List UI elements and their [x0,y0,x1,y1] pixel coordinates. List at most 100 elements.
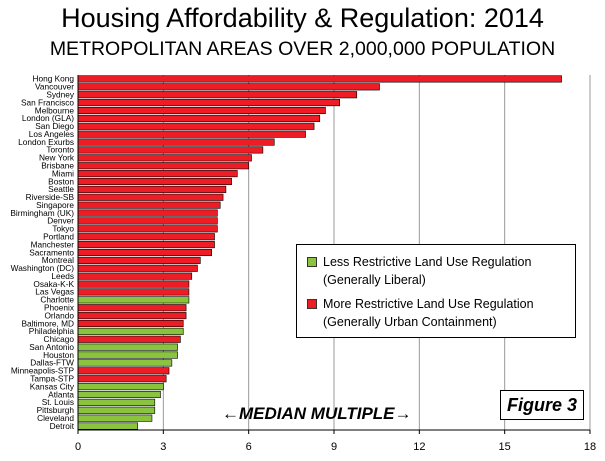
bar [77,241,215,249]
bar [77,106,326,115]
bar [77,193,224,201]
bar [77,335,181,343]
bar [77,162,249,170]
bar [77,256,201,264]
category-label: Kansas City [30,381,75,391]
x-tick-label: 18 [584,441,596,453]
bar [77,351,178,359]
category-label: Baltimore, MD [21,318,74,328]
bar [77,367,170,375]
bar [77,375,167,383]
category-label: Denver [47,216,74,226]
category-label: Singapore [36,200,74,210]
category-label: Detroit [50,421,75,431]
category-label: Phoenix [44,303,75,313]
category-label: Osaka-K-K [33,279,74,289]
category-label: Chicago [44,334,75,344]
bar [77,217,218,225]
legend-swatch-red [307,299,317,309]
bar [77,138,275,146]
category-label: Philadelphia [29,326,75,336]
category-label: St. Louis [42,397,74,407]
x-tick-label: 12 [413,441,425,453]
bar [77,319,184,328]
legend-label-more-restrictive: More Restrictive Land Use Regulation [323,297,534,311]
bar [77,296,190,304]
bar [77,177,232,186]
x-tick-label: 3 [160,441,166,453]
figure-label: Figure 3 [500,390,584,420]
bar [77,225,218,233]
legend: Less Restrictive Land Use Regulation (Ge… [296,244,576,338]
category-label: London (GLA) [22,113,74,123]
category-label: Boston [48,176,74,186]
bar [77,91,358,99]
category-label: Miami [52,168,74,178]
bar [77,209,218,217]
category-label: Pittsburgh [37,405,75,415]
bar [77,383,164,391]
bar [77,83,380,91]
bar [77,414,153,422]
bar [77,233,215,241]
x-tick-label: 6 [246,441,252,453]
legend-item-more-restrictive: More Restrictive Land Use Regulation (Ge… [307,295,534,331]
category-label: Leeds [51,271,74,281]
category-label: New York [39,153,75,163]
category-label: Charlotte [40,295,74,305]
bar [77,343,178,351]
x-axis-annotation: ←MEDIAN MULTIPLE→ [222,404,412,423]
category-label: Seattle [48,184,74,194]
category-label: Sydney [46,90,75,100]
bar [77,154,252,162]
bar [77,75,562,83]
bar [77,264,198,272]
category-label: Tampa-STP [30,374,74,384]
category-label: Riverside-SB [26,192,75,202]
category-label: Orlando [44,310,74,320]
bar [77,201,221,209]
bar [77,122,315,130]
category-label: Cleveland [37,413,74,423]
x-tick-label: 15 [499,441,511,453]
bar [77,390,161,399]
legend-item-less-restrictive: Less Restrictive Land Use Regulation (Ge… [307,253,531,289]
legend-swatch-green [307,257,317,267]
legend-sublabel-liberal: (Generally Liberal) [323,273,426,287]
x-tick-label: 0 [75,441,81,453]
bar [77,248,212,257]
category-label: Hong Kong [32,74,74,84]
category-label: Los Angeles [29,129,74,139]
bar [77,280,190,288]
category-label: Sacramento [29,247,74,257]
legend-label-less-restrictive: Less Restrictive Land Use Regulation [323,255,532,269]
bar [77,422,139,430]
bar [77,288,190,296]
category-label: Portland [43,232,74,242]
bar [77,146,264,154]
chart-title: Housing Affordability & Regulation: 2014 [61,3,544,33]
category-label: Tokyo [52,224,74,234]
category-label: Washington (DC) [11,263,75,273]
bar [77,170,238,178]
bar [77,312,187,320]
legend-sublabel-urban-containment: (Generally Urban Containment) [323,315,497,329]
category-label: Toronto [46,145,74,155]
category-label: Las Vegas [35,287,74,297]
bar [77,359,173,367]
bar [77,99,340,107]
category-label: Brisbane [41,161,74,171]
category-label: San Diego [35,121,74,131]
bar [77,185,227,193]
chart-subtitle: METROPOLITAN AREAS OVER 2,000,000 POPULA… [49,38,556,60]
bar [77,272,193,280]
x-tick-label: 9 [331,441,337,453]
category-label: San Antonio [29,342,74,352]
category-label: Atlanta [48,389,74,399]
category-label: Manchester [31,239,75,249]
category-label: Melbourne [35,105,75,115]
category-label: Birmingham (UK) [10,208,74,218]
category-label: San Francisco [21,97,74,107]
bar [77,327,184,335]
